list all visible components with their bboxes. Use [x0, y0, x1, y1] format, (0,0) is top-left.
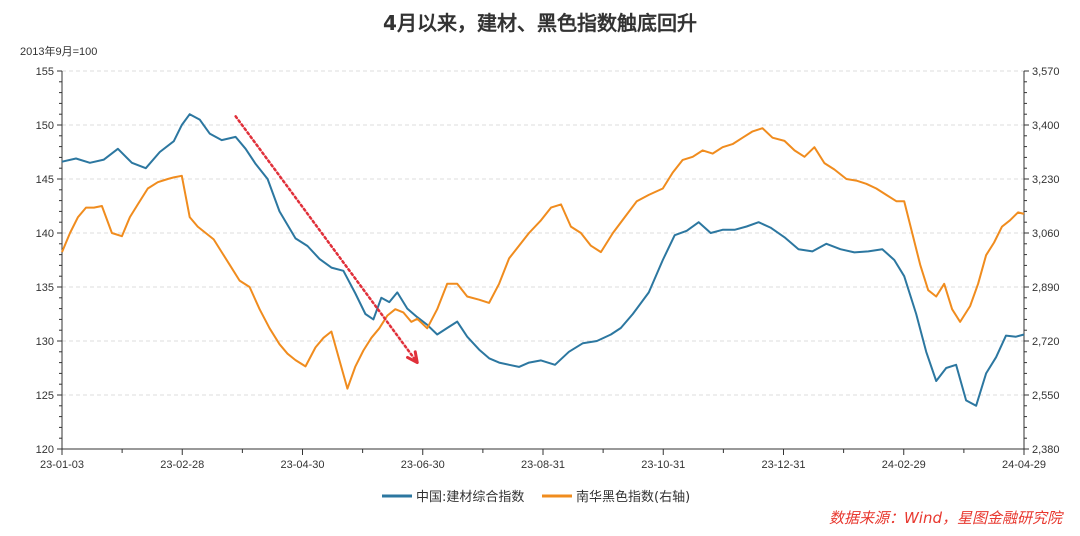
y-left-tick-label: 135	[36, 282, 54, 294]
series-lines	[61, 113, 1025, 407]
source-note: 数据来源：Wind，星图金融研究院	[829, 509, 1064, 527]
legend-label-1: 中国:建材综合指数	[416, 490, 524, 505]
x-tick-label: 23-12-31	[761, 459, 805, 471]
x-tick-label: 23-01-03	[40, 459, 84, 471]
legend-label-2: 南华黑色指数(右轴)	[576, 489, 690, 505]
y-left-tick-label: 145	[36, 174, 54, 186]
y-left-tick-label: 120	[36, 444, 54, 456]
axes: 120 125 130 135 140 145 150 155 2,380 2,550 2,720 2…	[36, 66, 1060, 471]
grid	[62, 70, 1024, 396]
y-right-tick-label: 2,380	[1032, 444, 1060, 456]
y-left-tick-label: 130	[36, 336, 54, 348]
trend-arrow	[234, 115, 419, 365]
x-tick-label: 23-10-31	[641, 459, 685, 471]
y-right-tick-label: 3,570	[1032, 66, 1060, 78]
y-right-tick-label: 3,060	[1032, 228, 1060, 240]
x-tick-label: 23-06-30	[401, 459, 445, 471]
x-tick-label: 23-04-30	[280, 459, 324, 471]
y-left-tick-label: 140	[36, 228, 54, 240]
series-line-1	[61, 113, 1025, 407]
y-right-tick-label: 2,720	[1032, 336, 1060, 348]
y-left-tick-label: 125	[36, 390, 54, 402]
x-tick-label: 23-08-31	[521, 459, 565, 471]
arrow-shaft	[234, 115, 419, 364]
y-right-tick-label: 3,400	[1032, 120, 1060, 132]
series-line-2	[61, 127, 1025, 390]
y-left-tick-label: 150	[36, 120, 54, 132]
x-tick-label: 24-02-29	[882, 459, 926, 471]
x-tick-label: 24-04-29	[1002, 459, 1046, 471]
arrow-head	[406, 350, 419, 365]
left-axis-unit: 2013年9月=100	[20, 44, 97, 58]
y-right-tick-label: 2,890	[1032, 282, 1060, 294]
y-right-tick-label: 2,550	[1032, 390, 1060, 402]
y-left-tick-label: 155	[36, 66, 54, 78]
legend: 中国:建材综合指数 南华黑色指数(右轴)	[382, 489, 690, 505]
x-tick-label: 23-02-28	[160, 459, 204, 471]
y-right-tick-label: 3,230	[1032, 174, 1060, 186]
chart-title: 4月以来，建材、黑色指数触底回升	[383, 11, 697, 35]
